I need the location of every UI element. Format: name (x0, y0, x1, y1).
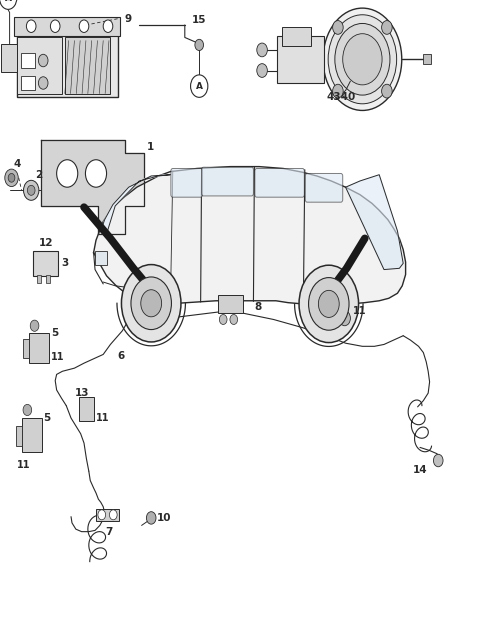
Circle shape (8, 173, 15, 182)
FancyBboxPatch shape (255, 168, 304, 197)
Circle shape (30, 320, 39, 331)
Polygon shape (101, 175, 170, 237)
Circle shape (38, 77, 48, 89)
Circle shape (382, 84, 392, 98)
Bar (65, 37, 110, 94)
Bar (46, 275, 50, 283)
Bar (1, 44, 17, 72)
Text: 10: 10 (157, 513, 171, 523)
Circle shape (299, 265, 359, 343)
Circle shape (23, 404, 32, 416)
Circle shape (27, 185, 35, 195)
Circle shape (103, 20, 113, 32)
Circle shape (57, 160, 78, 187)
Circle shape (382, 21, 392, 34)
Circle shape (146, 512, 156, 524)
Circle shape (38, 54, 48, 67)
Circle shape (131, 277, 171, 329)
Text: 6: 6 (118, 351, 125, 361)
Circle shape (5, 169, 18, 187)
Polygon shape (41, 140, 144, 234)
Bar (21, 53, 35, 68)
Text: 5: 5 (44, 413, 51, 423)
Bar (17, 19, 118, 97)
Text: 1: 1 (146, 142, 154, 152)
Circle shape (141, 290, 162, 317)
Circle shape (433, 454, 443, 467)
Circle shape (85, 160, 107, 187)
Circle shape (343, 34, 382, 85)
Circle shape (323, 8, 402, 110)
Circle shape (50, 20, 60, 32)
Bar (277, 36, 324, 83)
Bar (96, 509, 119, 521)
Circle shape (318, 290, 339, 318)
Circle shape (219, 314, 227, 324)
Circle shape (257, 64, 267, 77)
Circle shape (333, 84, 343, 98)
Circle shape (257, 43, 267, 57)
Circle shape (26, 20, 36, 32)
Text: 13: 13 (74, 388, 89, 398)
Text: 7: 7 (106, 527, 113, 537)
Circle shape (328, 15, 396, 104)
Text: A: A (196, 82, 203, 90)
FancyBboxPatch shape (171, 168, 203, 197)
Circle shape (24, 180, 39, 200)
Text: A: A (5, 0, 12, 2)
Circle shape (230, 314, 238, 324)
Text: 11: 11 (51, 352, 64, 362)
Bar (37, 275, 41, 283)
Text: 11: 11 (96, 413, 109, 423)
Bar (17, 37, 62, 94)
Text: 5: 5 (51, 328, 58, 338)
Text: 2: 2 (35, 170, 42, 180)
Text: 3: 3 (61, 258, 69, 268)
Bar (79, 397, 94, 421)
Circle shape (79, 20, 89, 32)
Bar (282, 27, 311, 46)
Text: 14: 14 (413, 466, 427, 475)
Circle shape (333, 21, 343, 34)
Bar (218, 295, 243, 313)
Text: 11: 11 (17, 460, 30, 470)
FancyBboxPatch shape (202, 167, 253, 196)
Text: 4: 4 (14, 159, 21, 169)
Circle shape (309, 278, 349, 330)
Polygon shape (346, 175, 403, 270)
Circle shape (195, 39, 204, 51)
Circle shape (335, 24, 390, 95)
Circle shape (191, 75, 208, 97)
Circle shape (121, 265, 181, 342)
Bar (33, 251, 58, 276)
Circle shape (339, 311, 350, 326)
Text: 9: 9 (125, 14, 132, 24)
Bar (16, 426, 22, 446)
Text: 8: 8 (254, 302, 262, 312)
Text: 15: 15 (192, 15, 206, 25)
Circle shape (98, 510, 106, 520)
FancyBboxPatch shape (305, 173, 343, 202)
Text: 11: 11 (353, 306, 367, 316)
Bar (95, 251, 107, 265)
Circle shape (109, 510, 117, 520)
Bar (23, 339, 29, 358)
Circle shape (0, 0, 17, 9)
Polygon shape (94, 167, 406, 305)
Bar (423, 54, 431, 64)
Bar (14, 17, 120, 36)
Text: 12: 12 (38, 238, 53, 248)
Bar (21, 76, 35, 90)
Bar (29, 333, 49, 363)
Bar (22, 418, 42, 452)
Text: 4340: 4340 (326, 92, 356, 102)
